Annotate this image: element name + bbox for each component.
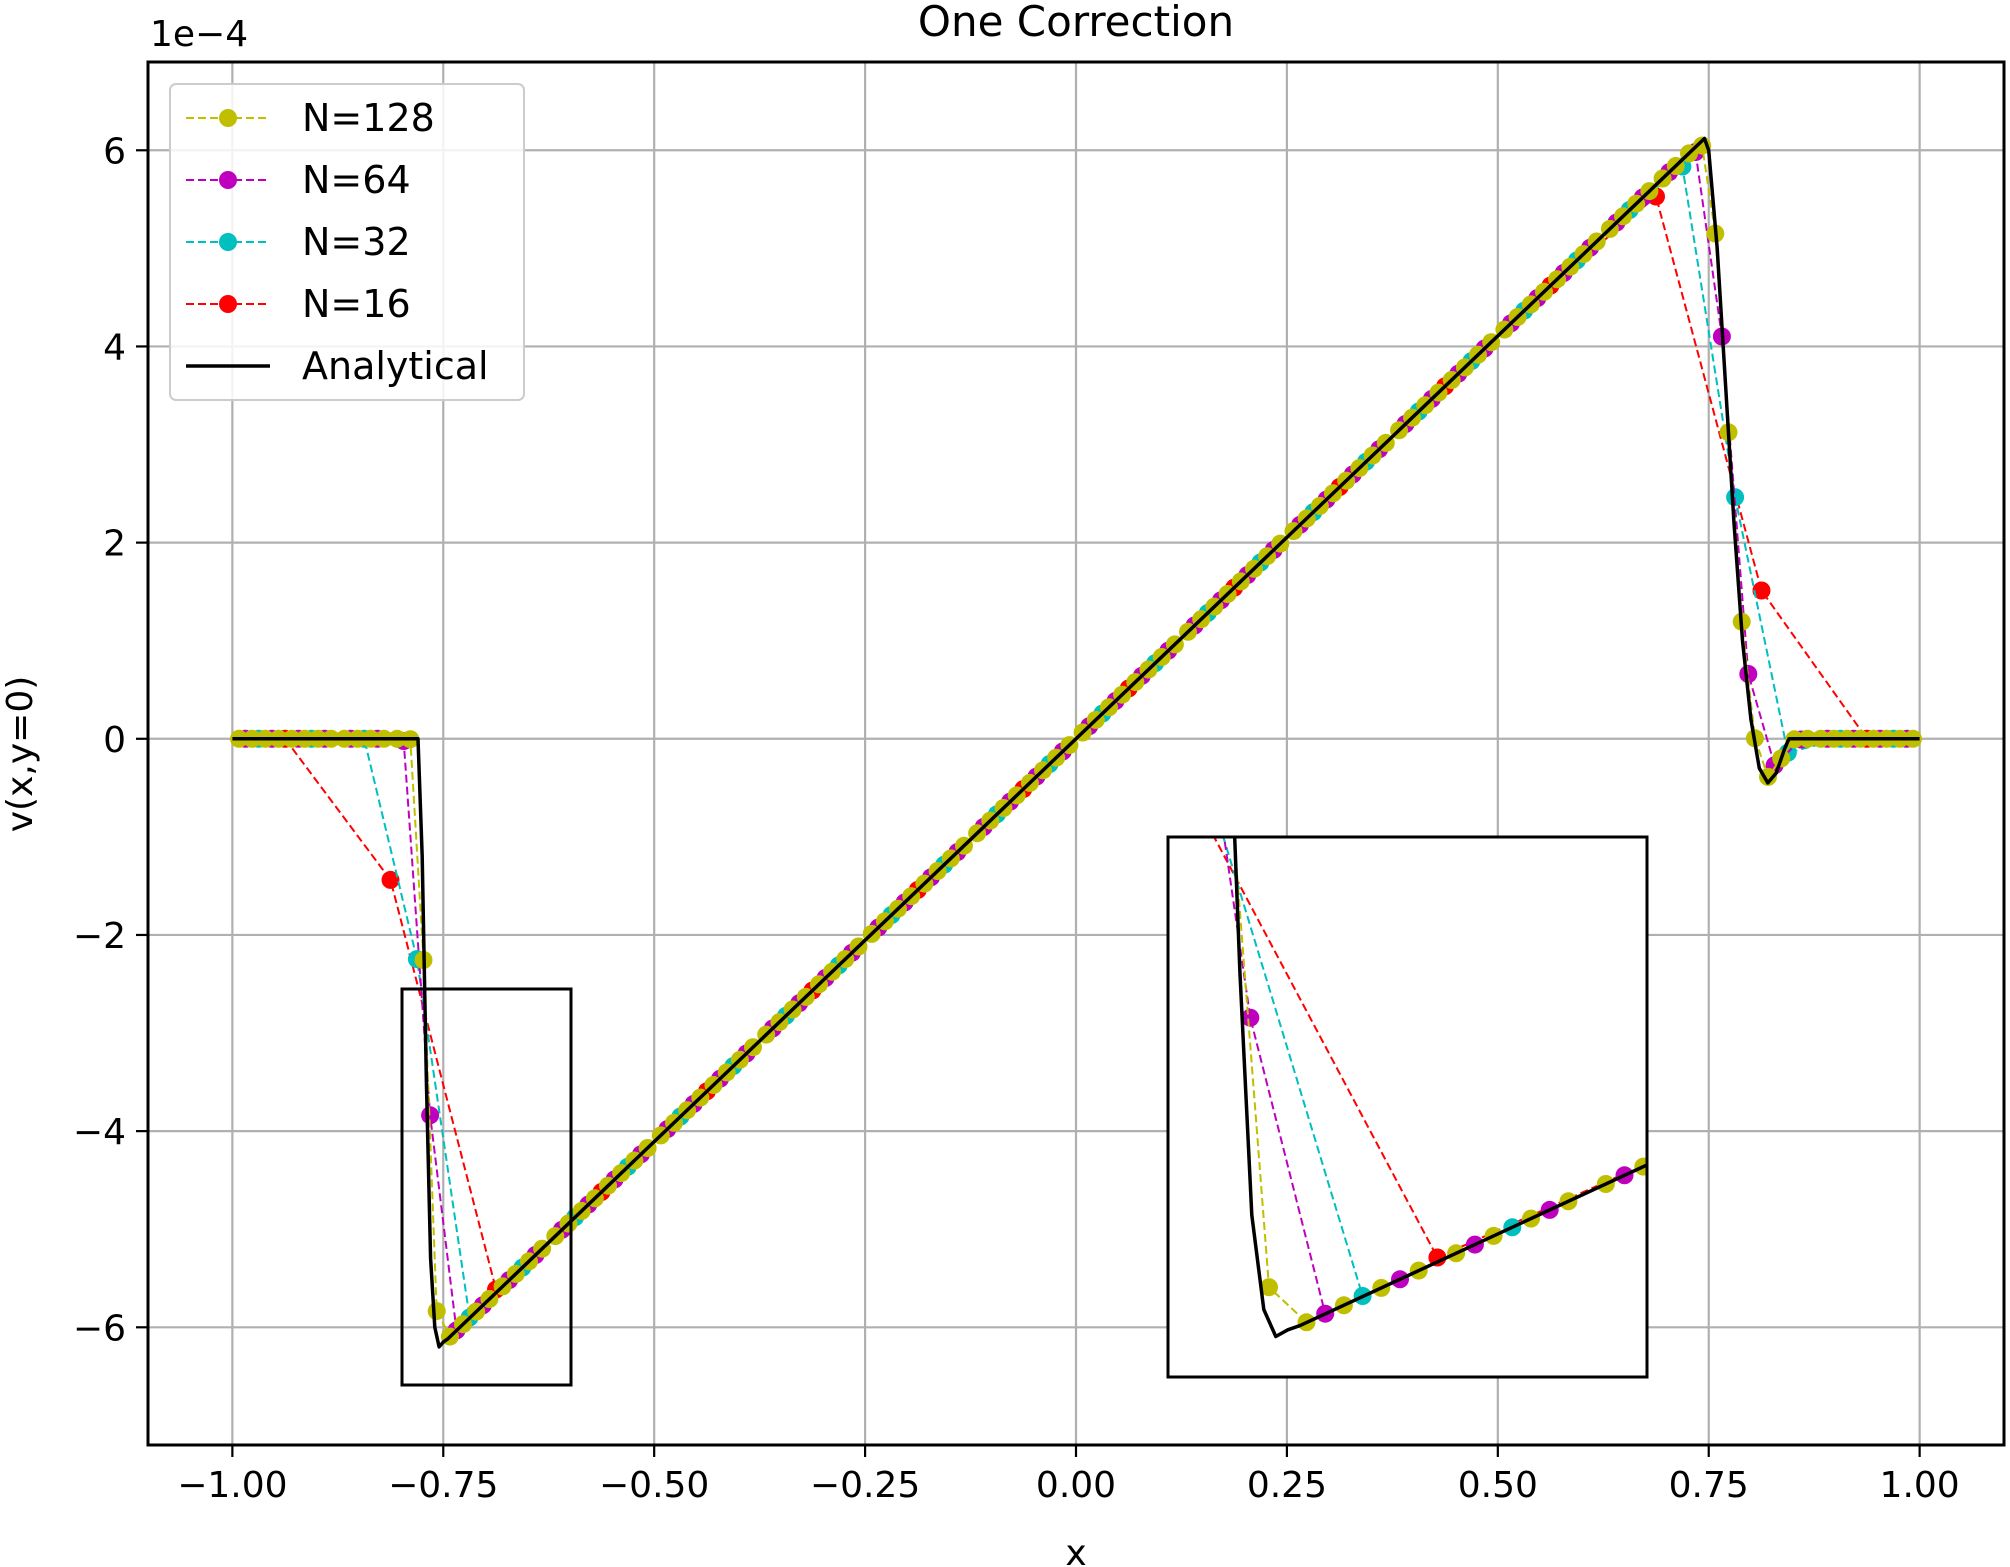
- inset-analytical-line: [1232, 837, 1647, 1339]
- x-tick-label: 0.25: [1247, 1465, 1327, 1506]
- legend-frame: [169, 83, 525, 401]
- inset-point-N128: [1260, 1278, 1278, 1297]
- x-tick-label: 1.00: [1880, 1465, 1960, 1506]
- x-tick-label: −0.75: [388, 1465, 498, 1506]
- x-tick-label: 0.00: [1036, 1465, 1116, 1506]
- y-tick-label: 0: [103, 720, 126, 761]
- legend-label: N=32: [302, 220, 411, 264]
- legend-marker-N64: [219, 171, 237, 189]
- x-tick-label: 0.50: [1458, 1465, 1538, 1506]
- inset-series: [1213, 837, 1647, 1339]
- main-series: [230, 136, 1922, 1349]
- main-analytical-line: [232, 136, 1920, 1349]
- x-axis-label: x: [1065, 1533, 1086, 1567]
- y-tick-label: −6: [73, 1308, 126, 1349]
- x-tick-label: −0.50: [599, 1465, 709, 1506]
- legend-label: N=128: [302, 96, 435, 140]
- chart-title: One Correction: [918, 0, 1234, 46]
- main-point-N128: [427, 1302, 446, 1321]
- y-tick-label: −4: [73, 1112, 126, 1153]
- y-offset-text: 1e−4: [150, 14, 248, 55]
- legend-marker-N16: [219, 295, 237, 313]
- zoom-box: [400, 987, 573, 1387]
- inset-point-N64: [1241, 1008, 1260, 1027]
- legend: N=128 N=64 N=32 N=16 Analytical: [169, 83, 525, 401]
- inset-frame: [1166, 835, 1649, 1379]
- inset-series-line-N16: [1213, 837, 1647, 1259]
- x-tick-label: −0.25: [810, 1465, 920, 1506]
- grid: [148, 62, 2004, 1445]
- x-tick-label: −1.00: [177, 1465, 287, 1506]
- main-point-N16: [381, 870, 400, 889]
- y-tick-label: 4: [103, 327, 126, 368]
- x-tick-label: 0.75: [1669, 1465, 1749, 1506]
- legend-label: N=64: [302, 158, 411, 202]
- y-tick-label: 6: [103, 131, 126, 172]
- inset-point-N16: [1428, 1248, 1447, 1267]
- y-tick-label: 2: [103, 524, 126, 565]
- legend-marker-N32: [219, 233, 237, 251]
- legend-label: N=16: [302, 282, 411, 326]
- y-axis-label: v(x,y=0): [0, 676, 41, 833]
- legend-marker-N128: [219, 109, 237, 127]
- main-point-N16: [1752, 581, 1771, 600]
- legend-label: Analytical: [302, 344, 489, 388]
- y-tick-label: −2: [73, 916, 126, 957]
- ticks: −1.00 −0.75 −0.50 −0.25 0.00 0.25 0.50 0.75 1.00…: [73, 131, 1960, 1506]
